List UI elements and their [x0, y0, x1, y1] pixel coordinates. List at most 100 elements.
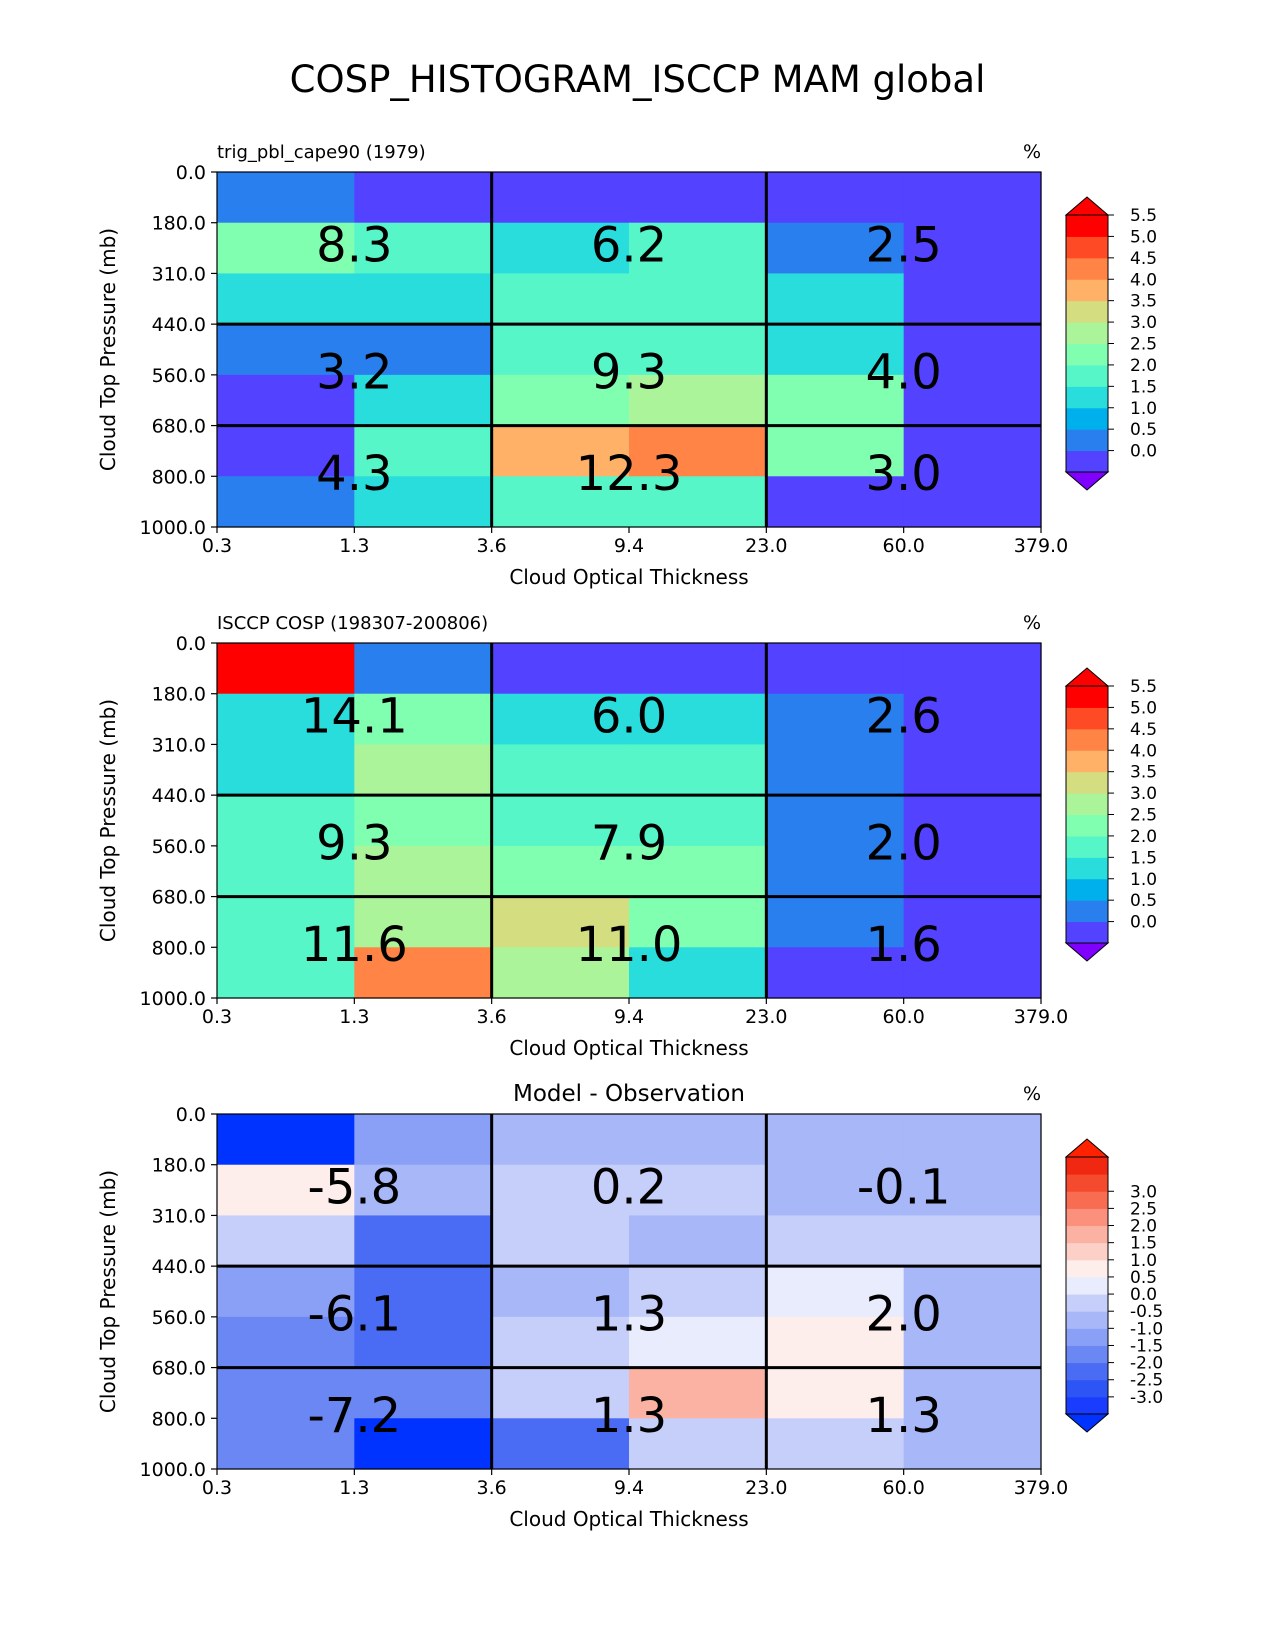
heatmap-cell: [354, 1164, 493, 1217]
heatmap-cell: [491, 947, 630, 999]
colorbar-swatch: [1066, 407, 1108, 430]
colorbar-swatch: [1066, 1396, 1108, 1415]
heatmap-cell: [903, 1114, 1042, 1166]
colorbar-tick-label: 2.0: [1130, 1217, 1157, 1237]
heatmap-cell: [766, 643, 905, 695]
heatmap-cell: [491, 693, 630, 746]
x-tick-label: 379.0: [1014, 535, 1068, 557]
x-tick-label: 379.0: [1014, 1477, 1068, 1499]
heatmap-cell: [903, 1367, 1042, 1419]
heatmap-cell: [766, 795, 905, 847]
heatmap-cell: [491, 476, 630, 528]
x-tick-label: 23.0: [745, 1006, 787, 1028]
colorbar-tick-label: 0.5: [1130, 1268, 1157, 1288]
region-value-label: 11.0: [576, 917, 683, 973]
y-tick-label: 180.0: [152, 1155, 206, 1177]
heatmap-cell: [491, 222, 630, 275]
colorbar-swatch: [1066, 364, 1108, 387]
heatmap-cell: [217, 1164, 355, 1217]
x-tick-label: 0.3: [202, 1006, 232, 1028]
colorbar-tick-label: 5.0: [1130, 227, 1157, 247]
region-value-label: 0.2: [591, 1160, 667, 1216]
heatmap-cell: [217, 693, 355, 746]
colorbar-swatch: [1066, 771, 1108, 794]
heatmap-cell: [491, 744, 630, 796]
colorbar-tick-label: 0.0: [1130, 913, 1157, 933]
x-tick-label: 1.3: [339, 1006, 369, 1028]
heatmap-cell: [903, 425, 1042, 477]
colorbar-tick-label: 3.0: [1130, 784, 1157, 804]
x-tick-label: 3.6: [477, 1477, 507, 1499]
y-tick-label: 310.0: [152, 263, 206, 285]
heatmap-cell: [217, 845, 355, 898]
region-value-label: -0.1: [857, 1160, 951, 1216]
heatmap-cell: [629, 324, 767, 376]
heatmap-cell: [217, 476, 355, 528]
y-tick-label: 310.0: [152, 734, 206, 756]
colorbar-swatch: [1066, 1208, 1108, 1227]
colorbar-swatch: [1066, 1362, 1108, 1381]
region-value-label: 14.1: [301, 689, 408, 745]
colorbar-swatch: [1066, 215, 1108, 237]
x-tick-label: 9.4: [614, 535, 644, 557]
region-value-label: 9.3: [591, 344, 667, 400]
heatmap-cell: [217, 896, 355, 948]
y-tick-label: 1000.0: [140, 988, 206, 1010]
heatmap-cell: [217, 273, 355, 325]
heatmap-cell: [354, 1418, 493, 1470]
heatmap-cell: [217, 947, 355, 999]
panel-title: ISCCP COSP (198307-200806): [217, 613, 488, 634]
y-axis-label: Cloud Top Pressure (mb): [96, 699, 120, 942]
heatmap-cell: [217, 795, 355, 847]
region-value-label: 4.3: [316, 446, 392, 502]
heatmap-cell: [354, 1367, 493, 1419]
heatmap-cell: [903, 172, 1042, 224]
heatmap-cell: [491, 374, 630, 427]
heatmap-cell: [491, 795, 630, 847]
heatmap-cell: [766, 1367, 905, 1419]
colorbar-swatch: [1066, 814, 1108, 837]
x-tick-label: 9.4: [614, 1006, 644, 1028]
heatmap-cell: [629, 374, 767, 427]
heatmap-cell: [766, 744, 905, 796]
heatmap-cell: [491, 425, 630, 477]
heatmap-cell: [491, 643, 630, 695]
colorbar-swatch: [1066, 257, 1108, 280]
y-tick-label: 800.0: [152, 466, 206, 488]
x-axis-label: Cloud Optical Thickness: [509, 565, 748, 589]
heatmap-cell: [903, 374, 1042, 427]
colorbar: 0.00.51.01.52.02.53.03.54.04.55.05.5: [1064, 667, 1157, 962]
heatmap-cell: [217, 1418, 355, 1470]
heatmap-cell: [766, 1164, 905, 1217]
colorbar-swatch: [1066, 386, 1108, 409]
heatmap-cell: [354, 222, 493, 275]
colorbar-swatch: [1066, 1294, 1108, 1312]
colorbar-extend-under: [1064, 942, 1110, 962]
y-tick-label: 0.0: [176, 162, 206, 184]
heatmap-cell: [354, 744, 493, 796]
colorbar-tick-label: 4.5: [1130, 720, 1157, 740]
units-label: %: [1023, 1083, 1041, 1105]
colorbar-swatch: [1066, 728, 1108, 751]
heatmap-panel-1: 8.3 6.2 2.5 3.2 9.3 4.0 4.3 12.3 3.0 0.3 1.3 3.6 9.4…: [96, 141, 1157, 589]
heatmap-cell: [217, 1114, 355, 1166]
heatmap-cell: [354, 1114, 493, 1166]
region-value-label: 12.3: [576, 446, 683, 502]
colorbar-swatch: [1066, 1225, 1108, 1244]
heatmap-cell: [766, 896, 905, 948]
colorbar-tick-label: 3.0: [1130, 313, 1157, 333]
heatmap-cell: [903, 795, 1042, 847]
region-value-label: 9.3: [316, 815, 392, 871]
heatmap-cell: [217, 1316, 355, 1369]
colorbar-tick-label: 3.5: [1130, 763, 1157, 783]
colorbar-tick-label: -0.5: [1130, 1302, 1163, 1322]
heatmap-cell: [629, 172, 767, 224]
heatmap-cell: [354, 896, 493, 948]
colorbar: -3.0-2.5-2.0-1.5-1.0-0.50.00.51.01.52.02…: [1064, 1138, 1163, 1433]
heatmap-cell: [629, 1215, 767, 1267]
y-tick-label: 0.0: [176, 633, 206, 655]
colorbar-swatch: [1066, 686, 1108, 708]
figure-title: COSP_HISTOGRAM_ISCCP MAM global: [289, 58, 986, 101]
colorbar-tick-label: -1.0: [1130, 1319, 1163, 1339]
heatmap-panel-2: 14.1 6.0 2.6 9.3 7.9 2.0 11.6 11.0 1.6 0.3 1.3 3.6 9…: [96, 612, 1157, 1060]
